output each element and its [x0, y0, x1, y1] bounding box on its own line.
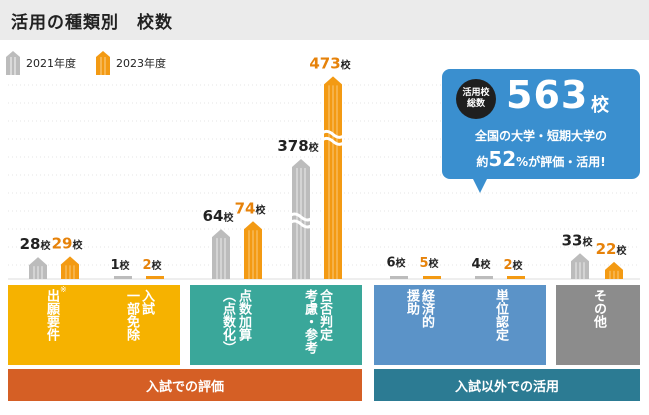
category-label-points-col1: 点数加算 — [236, 289, 251, 341]
total-callout: 活用校 総数 563 校 全国の大学・短期大学の 約52%が評価・活用! — [442, 69, 640, 193]
category-label-points-col2: （点数化） — [220, 289, 235, 354]
callout-line1: 全国の大学・短期大学の — [474, 129, 607, 143]
legend-2021-label: 2021年度 — [26, 57, 76, 70]
value-label-2021-6: 4校 — [471, 257, 491, 272]
category-box-other: その他 — [556, 285, 640, 365]
category-box-scoring: 点数加算 （点数化） 合否判定 考慮・参考 — [190, 285, 362, 365]
badge-line1: 活用校 — [462, 88, 490, 98]
value-label-2023-4: 473校 — [309, 54, 351, 72]
value-label-2023-3: 74校 — [235, 199, 267, 217]
value-label-2023-5: 5校 — [419, 256, 439, 271]
bar-2023-2 — [146, 276, 164, 279]
category-box-support: 経済的 援助 単位認定 — [374, 285, 546, 365]
value-label-2021-2: 1校 — [110, 258, 130, 273]
axis-break-mark — [319, 129, 347, 146]
badge-line2: 総数 — [466, 99, 485, 109]
bar-2021-6 — [475, 276, 493, 279]
bar-2021-5 — [390, 276, 408, 279]
category-label-credit: 単位認定 — [493, 289, 508, 341]
value-label-2021-4: 378校 — [277, 137, 319, 155]
page-title: 活用の種類別 校数 — [11, 13, 173, 33]
total-unit: 校 — [591, 95, 609, 116]
category-label-judgement-col1: 合否判定 — [317, 289, 332, 341]
category-label-application-requirement: 出願要件 — [44, 289, 59, 341]
legend: 2021年度 2023年度 — [6, 50, 186, 76]
category-label-exam-col1: 入試 — [139, 289, 154, 315]
bar-2023-6 — [507, 276, 525, 279]
bar-2021-2 — [114, 276, 132, 279]
value-label-2021-3: 64校 — [203, 207, 235, 225]
value-label-2021-5: 6校 — [386, 255, 406, 270]
group-label-non-admission-use: 入試以外での活用 — [374, 369, 640, 401]
value-label-2023-2: 2校 — [142, 258, 162, 273]
value-label-2021-1: 28校 — [20, 235, 52, 253]
callout-tail — [472, 177, 488, 193]
axis-break-mark — [287, 212, 315, 229]
callout-prefix: 約 — [476, 155, 489, 169]
legend-2021-swatch — [6, 51, 20, 75]
note-mark: ※ — [60, 285, 67, 294]
bar-chart: 28校 1校 64校 378校 6校 4校 33校 29校 2校 74校 473校 5校 2校 22校 — [8, 54, 640, 280]
value-label-2021-7: 33校 — [562, 231, 594, 249]
bar-2023-5 — [423, 276, 441, 279]
category-label-financial-col2: 援助 — [404, 289, 419, 315]
category-box-admission: 出願要件 ※ 入試 一部免除 — [8, 285, 180, 365]
callout-suffix: %が評価・活用! — [516, 155, 606, 169]
value-label-2023-1: 29校 — [52, 234, 84, 252]
category-label-other: その他 — [591, 289, 606, 328]
legend-2023-swatch — [96, 51, 110, 75]
callout-line2: 約52%が評価・活用! — [442, 147, 640, 171]
header-bar: 活用の種類別 校数 — [0, 0, 649, 40]
category-label-judgement-col2: 考慮・参考 — [302, 289, 317, 354]
legend-2023-label: 2023年度 — [116, 57, 166, 70]
group-label-admission-evaluation: 入試での評価 — [8, 369, 362, 401]
total-count: 563 — [506, 73, 589, 117]
callout-percent: 52 — [488, 147, 517, 171]
value-label-2023-7: 22校 — [596, 240, 628, 258]
total-badge: 活用校 総数 — [456, 79, 496, 119]
category-label-financial-col1: 経済的 — [419, 289, 434, 328]
category-label-exam-col2: 一部免除 — [124, 289, 139, 341]
value-label-2023-6: 2校 — [503, 258, 523, 273]
